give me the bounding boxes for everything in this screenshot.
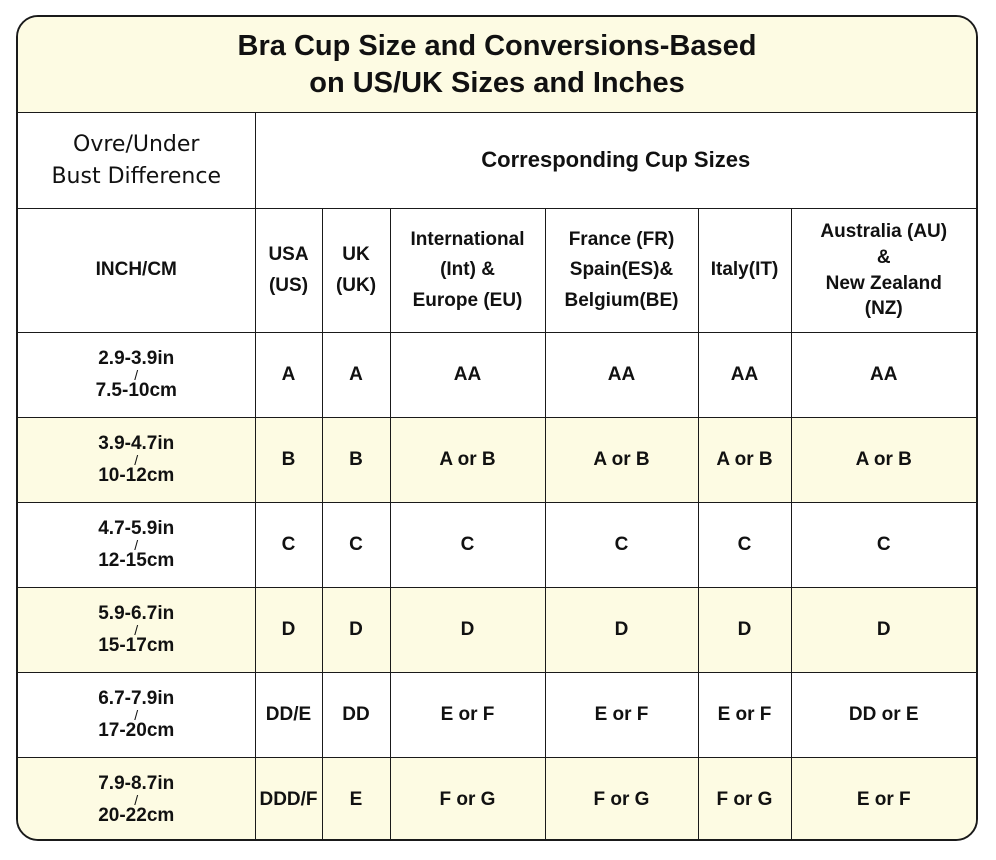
cup-size-cell: A <box>254 332 323 418</box>
cup-size-cell: B <box>254 417 323 503</box>
cup-size-table-frame: Bra Cup Size and Conversions-Based on US… <box>16 15 978 841</box>
cup-size-cell: A or B <box>790 417 976 503</box>
column-header-line: (NZ) <box>864 298 903 320</box>
bust-difference-cell: 3.9-4.7in/10-12cm <box>18 417 256 503</box>
inch-value: 6.7-7.9in <box>98 687 175 709</box>
column-header: France (FR) Spain(ES)& Belgium(BE) <box>544 208 699 333</box>
cup-size-cell: C <box>321 502 391 588</box>
cup-size-cell: AA <box>389 332 546 418</box>
cm-value: 15-17cm <box>98 635 175 657</box>
cm-value: 10-12cm <box>98 465 175 487</box>
column-header-line: International <box>410 228 525 250</box>
cup-size-cell: A or B <box>544 417 699 503</box>
column-header-line: France (FR) <box>568 228 675 250</box>
cup-size-table: Bra Cup Size and Conversions-Based on US… <box>18 17 976 839</box>
separator: / <box>134 791 139 808</box>
column-header-line: (Int) & <box>440 259 495 281</box>
column-header-line: (UK) <box>335 274 377 296</box>
cup-size-cell: D <box>697 587 792 673</box>
cup-size-cell: F or G <box>697 757 792 839</box>
cup-size-cell: E or F <box>790 757 976 839</box>
bust-difference-cell: 5.9-6.7in/15-17cm <box>18 587 256 673</box>
bust-difference-cell: 2.9-3.9in/7.5-10cm <box>18 332 256 418</box>
inch-value: 3.9-4.7in <box>98 432 175 454</box>
cup-size-cell: D <box>544 587 699 673</box>
separator: / <box>134 366 139 383</box>
bust-difference-cell: 6.7-7.9in/17-20cm <box>18 672 256 758</box>
cup-size-cell: C <box>790 502 976 588</box>
separator: / <box>134 451 139 468</box>
column-header-line: Spain(ES)& <box>569 259 674 281</box>
header-line: Ovre/Under <box>73 131 200 157</box>
cup-size-cell: E or F <box>389 672 546 758</box>
cup-size-cell: DDD/F <box>254 757 323 839</box>
title-line: Bra Cup Size and Conversions-Based <box>237 30 757 63</box>
inch-value: 4.7-5.9in <box>98 517 175 539</box>
cm-value: 17-20cm <box>98 720 175 742</box>
bust-difference-cell: 4.7-5.9in/12-15cm <box>18 502 256 588</box>
cup-size-cell: B <box>321 417 391 503</box>
inch-value: 2.9-3.9in <box>98 347 175 369</box>
cm-value: 20-22cm <box>98 805 175 827</box>
cup-size-cell: DD or E <box>790 672 976 758</box>
column-header: UK (UK) <box>321 208 391 333</box>
cup-size-cell: D <box>254 587 323 673</box>
cup-size-cell: DD/E <box>254 672 323 758</box>
column-header: Italy(IT) <box>697 208 792 333</box>
cup-size-cell: D <box>321 587 391 673</box>
cup-size-cell: A <box>321 332 391 418</box>
cup-size-cell: C <box>697 502 792 588</box>
cup-size-cell: A or B <box>389 417 546 503</box>
column-header-line: Belgium(BE) <box>564 289 679 311</box>
corresponding-cup-sizes-header: Corresponding Cup Sizes <box>254 112 976 209</box>
column-header: International (Int) & Europe (EU) <box>389 208 546 333</box>
cup-size-cell: F or G <box>544 757 699 839</box>
separator: / <box>134 706 139 723</box>
cup-size-cell: AA <box>790 332 976 418</box>
cup-size-cell: F or G <box>389 757 546 839</box>
cm-value: 12-15cm <box>98 550 175 572</box>
column-header-line: Italy(IT) <box>710 259 779 281</box>
column-header-line: (US) <box>268 274 309 296</box>
bust-difference-cell: 7.9-8.7in/20-22cm <box>18 757 256 839</box>
title-line: on US/UK Sizes and Inches <box>309 66 685 99</box>
table-row: 2.9-3.9in/7.5-10cm A A AA AA AA AA <box>18 332 976 418</box>
column-header-line: USA <box>268 244 309 266</box>
column-header-line: Europe (EU) <box>412 289 523 311</box>
cup-size-cell: AA <box>544 332 699 418</box>
cup-size-cell: DD <box>321 672 391 758</box>
cup-size-cell: E or F <box>697 672 792 758</box>
cup-size-cell: D <box>389 587 546 673</box>
column-header: USA (US) <box>254 208 323 333</box>
cup-size-cell: AA <box>697 332 792 418</box>
inch-value: 5.9-6.7in <box>98 602 175 624</box>
cup-size-cell: E <box>321 757 391 839</box>
table-row: 5.9-6.7in/15-17cm D D D D D D <box>18 587 976 673</box>
bust-difference-header: Ovre/Under Bust Difference <box>18 112 256 209</box>
table-title: Bra Cup Size and Conversions-Based on US… <box>18 17 976 113</box>
separator: / <box>134 621 139 638</box>
column-header-line: INCH/CM <box>95 259 177 281</box>
column-header-line: New Zealand <box>825 272 942 294</box>
cup-size-cell: A or B <box>697 417 792 503</box>
header-line: Bust Difference <box>51 163 222 189</box>
column-header-line: UK <box>342 244 370 266</box>
cup-size-cell: C <box>389 502 546 588</box>
column-header-line: & <box>876 246 891 268</box>
cup-size-cell: C <box>544 502 699 588</box>
column-header: INCH/CM <box>18 208 256 333</box>
cm-value: 7.5-10cm <box>95 380 177 402</box>
separator: / <box>134 536 139 553</box>
cup-size-cell: D <box>790 587 976 673</box>
table-row: 4.7-5.9in/12-15cm C C C C C C <box>18 502 976 588</box>
cup-size-cell: C <box>254 502 323 588</box>
column-header-line: Australia (AU) <box>820 221 948 243</box>
column-header: Australia (AU) & New Zealand (NZ) <box>790 208 976 333</box>
inch-value: 7.9-8.7in <box>98 772 175 794</box>
cup-size-cell: E or F <box>544 672 699 758</box>
